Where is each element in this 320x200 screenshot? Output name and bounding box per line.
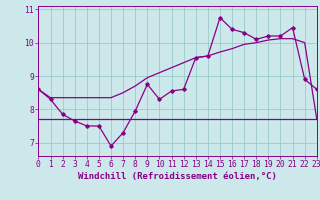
X-axis label: Windchill (Refroidissement éolien,°C): Windchill (Refroidissement éolien,°C): [78, 172, 277, 181]
